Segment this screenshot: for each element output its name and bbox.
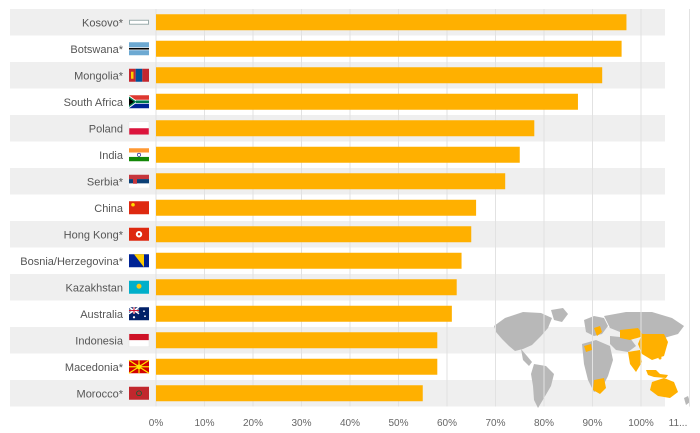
flag-part xyxy=(129,47,149,50)
flag-part xyxy=(129,152,149,157)
flag-part xyxy=(142,68,149,82)
bar xyxy=(156,14,627,31)
bar xyxy=(156,146,520,163)
india-flag-icon xyxy=(129,148,149,162)
flag-part xyxy=(132,316,136,319)
flag-part xyxy=(129,19,149,25)
flag-icons xyxy=(128,19,150,400)
x-tick-label: 70% xyxy=(485,418,505,429)
flag-part xyxy=(128,121,150,135)
category-label: Serbia* xyxy=(87,176,124,188)
flag-part xyxy=(129,333,149,341)
x-tick-label: 80% xyxy=(534,418,554,429)
flag-part xyxy=(136,283,142,289)
x-tick-label: 90% xyxy=(582,418,602,429)
bar xyxy=(156,226,472,243)
flag-part xyxy=(137,152,141,157)
flag-part xyxy=(144,315,146,318)
flag-part xyxy=(131,202,135,207)
flag-part xyxy=(129,148,149,153)
world-map-icon xyxy=(494,308,690,408)
x-tick-label: 30% xyxy=(291,418,311,429)
category-label: Macedonia* xyxy=(65,362,124,374)
flag-part xyxy=(129,340,149,347)
bars xyxy=(156,14,627,402)
morocco-flag-icon xyxy=(129,386,149,400)
x-tick-label: 100% xyxy=(628,418,654,429)
botswana-flag-icon xyxy=(129,42,149,56)
bar xyxy=(156,120,535,137)
australia-flag-icon xyxy=(128,306,149,321)
flag-part xyxy=(128,333,150,347)
x-tick-label: 20% xyxy=(243,418,263,429)
category-label: South Africa xyxy=(64,97,124,109)
category-label: China xyxy=(94,203,124,215)
x-tick-label: 40% xyxy=(340,418,360,429)
flag-part xyxy=(129,19,149,25)
category-labels: Kosovo* Botswana* Mongolia* South Africa Pol… xyxy=(20,17,124,400)
category-label: Kazakhstan xyxy=(66,282,123,294)
bar xyxy=(156,332,438,349)
flag-part xyxy=(129,179,149,184)
bar xyxy=(156,252,462,269)
category-label: Botswana* xyxy=(70,44,123,56)
category-label: Hong Kong* xyxy=(64,229,124,241)
category-label: Indonesia xyxy=(75,335,124,347)
flag-part xyxy=(129,121,149,129)
category-label: Kosovo* xyxy=(82,17,124,29)
flag-part xyxy=(134,254,144,268)
indonesia-flag-icon xyxy=(128,333,150,347)
south-africa-flag-icon xyxy=(129,95,149,109)
flag-part xyxy=(129,95,149,102)
bar xyxy=(156,199,477,216)
category-label: Bosnia/Herzegovina* xyxy=(20,256,123,268)
bar xyxy=(156,173,506,190)
china-flag-icon xyxy=(129,201,149,215)
flag-part xyxy=(129,101,149,109)
flag-part xyxy=(136,364,142,370)
flag-part xyxy=(136,100,149,104)
bar xyxy=(156,279,457,296)
kosovo-flag-icon xyxy=(129,19,149,25)
bar xyxy=(156,93,578,110)
category-label: Australia xyxy=(80,309,124,321)
category-label: India xyxy=(99,150,124,162)
serbia-flag-icon xyxy=(129,174,149,188)
flag-part xyxy=(129,98,134,106)
macedonia-flag-icon xyxy=(128,359,150,374)
x-tick-label: 50% xyxy=(388,418,408,429)
flag-part xyxy=(129,156,149,162)
flag-part xyxy=(129,128,149,135)
category-label: Morocco* xyxy=(77,388,124,400)
x-tick-label: 10% xyxy=(194,418,214,429)
flag-part xyxy=(143,310,145,313)
hong-kong-flag-icon xyxy=(129,227,149,241)
flag-part xyxy=(129,310,139,312)
x-tick-label: 0% xyxy=(149,418,164,429)
category-label: Mongolia* xyxy=(74,70,124,82)
flag-part xyxy=(135,68,143,82)
flag-part xyxy=(133,177,137,184)
flag-part xyxy=(137,233,141,236)
flag-part xyxy=(129,386,149,400)
flag-part xyxy=(129,174,149,180)
x-tick-label: 60% xyxy=(437,418,457,429)
poland-flag-icon xyxy=(128,121,150,135)
bar xyxy=(156,385,423,402)
bar xyxy=(156,358,438,375)
bar xyxy=(156,67,603,84)
mongolia-flag-icon xyxy=(129,68,149,82)
flag-part xyxy=(131,71,134,79)
kazakhstan-flag-icon xyxy=(129,280,149,294)
flag-part xyxy=(129,201,149,215)
x-tick-label: 11... xyxy=(669,418,688,429)
x-axis-ticks: 0% 10% 20% 30% 40% 50% 60% 70% 80% 90% 100% 11... xyxy=(149,418,688,429)
bosnia-herzegovina-flag-icon xyxy=(129,254,149,268)
bar xyxy=(156,40,622,57)
flag-part xyxy=(129,183,149,188)
category-label: Poland xyxy=(89,123,123,135)
flag-part xyxy=(136,390,142,397)
bar xyxy=(156,305,452,322)
